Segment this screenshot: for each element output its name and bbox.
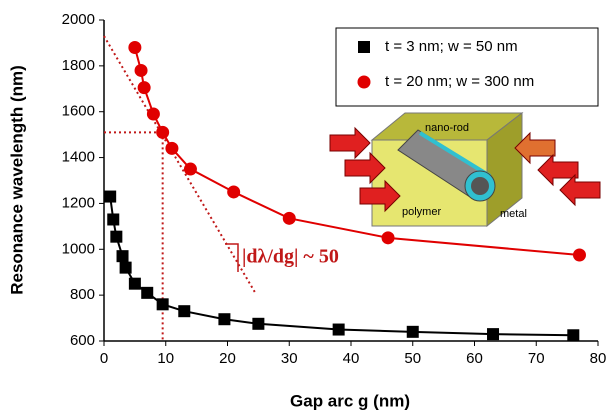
marker (178, 305, 191, 318)
marker (381, 231, 395, 245)
marker (107, 213, 120, 226)
y-axis-label: Resonance wavelength (nm) (7, 65, 26, 295)
y-tick-label: 600 (70, 332, 95, 349)
marker (119, 261, 132, 274)
x-tick-label: 60 (466, 350, 483, 367)
x-tick-label: 0 (100, 350, 108, 367)
marker (141, 286, 154, 299)
x-tick-label: 10 (157, 350, 174, 367)
inset-rod-coating (418, 131, 492, 178)
inset: nano-rod polymer metal (329, 111, 601, 228)
inset-label: polymer (402, 206, 441, 218)
legend (335, 27, 599, 107)
annotation: |dλ/dg| ~ 50 (242, 246, 339, 268)
marker (282, 211, 296, 225)
arrow (514, 131, 556, 165)
marker (252, 317, 265, 330)
slope-mark (225, 243, 239, 272)
y-tick-label: 1400 (62, 149, 95, 166)
x-tick-label: 40 (343, 350, 360, 367)
legend-label: t = 20 nm; w = 300 nm (385, 73, 534, 90)
marker (227, 185, 241, 199)
marker (165, 141, 179, 155)
marker (332, 323, 345, 336)
marker (128, 41, 142, 55)
inset-label: metal (500, 208, 527, 220)
x-axis-label: Gap arc g (nm) (290, 391, 410, 410)
arrow (359, 179, 401, 213)
x-tick-label: 50 (404, 350, 421, 367)
marker (406, 325, 419, 338)
arrow (329, 126, 371, 160)
legend-marker (358, 41, 370, 53)
y-tick-label: 1000 (62, 240, 95, 257)
marker (183, 162, 197, 176)
marker (137, 81, 151, 95)
y-tick-label: 800 (70, 286, 95, 303)
x-tick-label: 80 (590, 350, 607, 367)
arrow (344, 151, 386, 185)
inset-rod-core (471, 177, 489, 195)
y-tick-label: 1200 (62, 194, 95, 211)
marker (128, 277, 141, 290)
legend-marker (357, 75, 371, 89)
marker (156, 298, 169, 311)
x-tick-label: 30 (281, 350, 298, 367)
marker (218, 313, 231, 326)
plot: 0 10 20 30 40 50 60 70 80 600 800 1000 1200 1400 1600 1… (62, 11, 607, 367)
marker (146, 107, 160, 121)
inset-label: nano-rod (425, 122, 469, 134)
x-tick-label: 70 (528, 350, 545, 367)
marker (104, 190, 117, 203)
y-tick-label: 1600 (62, 103, 95, 120)
marker (116, 250, 129, 263)
marker (110, 230, 123, 243)
marker (487, 328, 500, 341)
x-tick-label: 20 (219, 350, 236, 367)
marker (156, 125, 170, 139)
marker (134, 63, 148, 77)
y-tick-label: 1800 (62, 57, 95, 74)
y-tick-label: 2000 (62, 11, 95, 28)
legend-label: t = 3 nm; w = 50 nm (385, 38, 518, 55)
marker (567, 329, 580, 342)
arrow (559, 173, 601, 207)
marker (572, 248, 586, 262)
